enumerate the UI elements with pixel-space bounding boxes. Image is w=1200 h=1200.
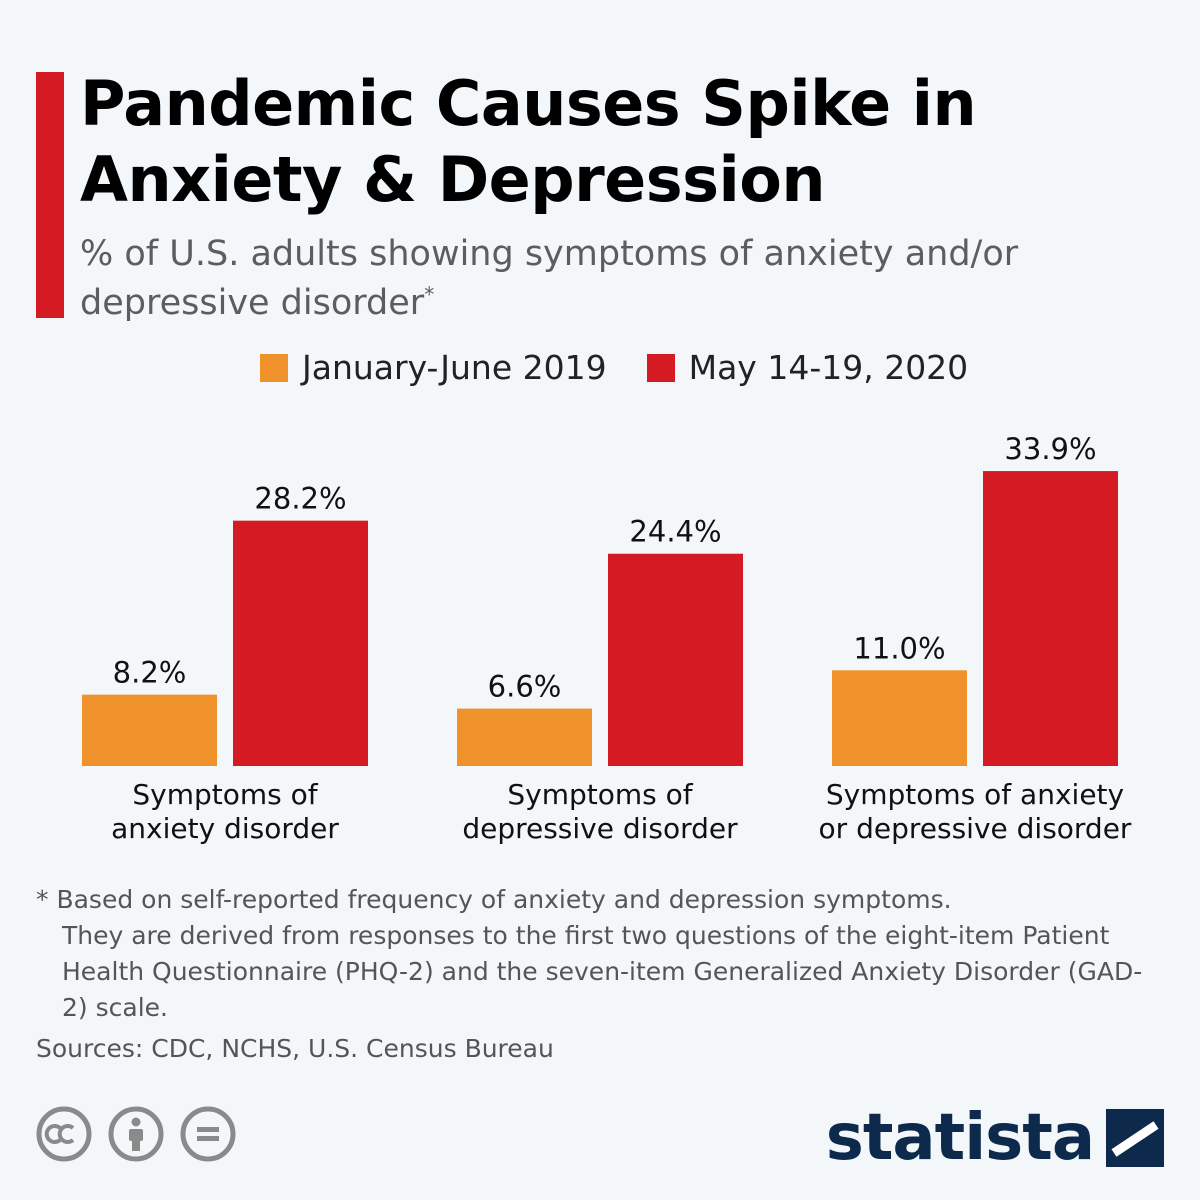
category-label-line: Symptoms of (132, 778, 318, 811)
bar-2020-1 (233, 520, 368, 766)
sources: Sources: CDC, NCHS, U.S. Census Bureau (36, 1034, 554, 1063)
legend: January-June 2019 May 14-19, 2020 (260, 348, 1008, 387)
footnote: * Based on self-reported frequency of an… (36, 882, 1166, 1026)
category-label-1: Symptoms of anxiety disorder (111, 778, 339, 845)
category-label-line: Symptoms of anxiety (826, 778, 1124, 811)
footnote-first: Based on self-reported frequency of anxi… (56, 885, 952, 914)
page-title: Pandemic Causes Spike in Anxiety & Depre… (80, 67, 977, 216)
statista-brand[interactable]: statista (826, 1098, 1164, 1178)
bar-2019-3 (832, 670, 967, 766)
attribution-icon[interactable] (108, 1106, 164, 1162)
legend-swatch-2019 (260, 353, 288, 382)
statista-logo-icon (1106, 1109, 1164, 1167)
category-label-3: Symptoms of anxiety or depressive disorde… (819, 778, 1132, 845)
accent-bar (36, 72, 64, 318)
data-label-2019-2: 6.6% (488, 670, 562, 704)
footnote-rest: They are derived from responses to the f… (62, 921, 1143, 1022)
category-label-line: or depressive disorder (819, 812, 1132, 845)
legend-label-2020: May 14-19, 2020 (688, 348, 969, 387)
legend-item-2020: May 14-19, 2020 (646, 348, 969, 387)
data-label-2020-2: 24.4% (629, 515, 721, 549)
footnote-marker: * (36, 885, 49, 914)
bar-2019-2 (457, 708, 592, 766)
subtitle-text: % of U.S. adults showing symptoms of anx… (80, 234, 1019, 323)
bar-chart: 8.2%28.2%Symptoms of anxiety disorder6.6%… (82, 432, 1132, 845)
no-derivatives-icon[interactable] (180, 1106, 236, 1162)
legend-swatch-2020 (646, 353, 675, 382)
legend-item-2019: January-June 2019 (260, 348, 607, 387)
data-label-2019-3: 11.0% (853, 631, 945, 665)
bar-2020-2 (608, 553, 743, 766)
data-label-2019-1: 8.2% (113, 656, 187, 690)
category-label-line: anxiety disorder (111, 812, 339, 845)
data-label-2020-1: 28.2% (254, 482, 346, 516)
brand-wordmark: statista (825, 1101, 1095, 1175)
data-label-2020-3: 33.9% (1004, 432, 1096, 466)
footnote-first-line: * Based on self-reported frequency of an… (36, 882, 1166, 918)
category-label-line: depressive disorder (462, 812, 738, 845)
category-label-2: Symptoms of depressive disorder (462, 778, 738, 845)
bar-2019-1 (82, 694, 217, 766)
category-label-line: Symptoms of (507, 778, 693, 811)
creative-commons-icon[interactable] (36, 1106, 92, 1162)
legend-label-2019: January-June 2019 (302, 348, 607, 387)
license-icons (36, 1106, 252, 1162)
subtitle-footnote-marker: * (424, 282, 435, 307)
bar-2020-3 (983, 471, 1118, 766)
subtitle: % of U.S. adults showing symptoms of anx… (80, 230, 1160, 328)
